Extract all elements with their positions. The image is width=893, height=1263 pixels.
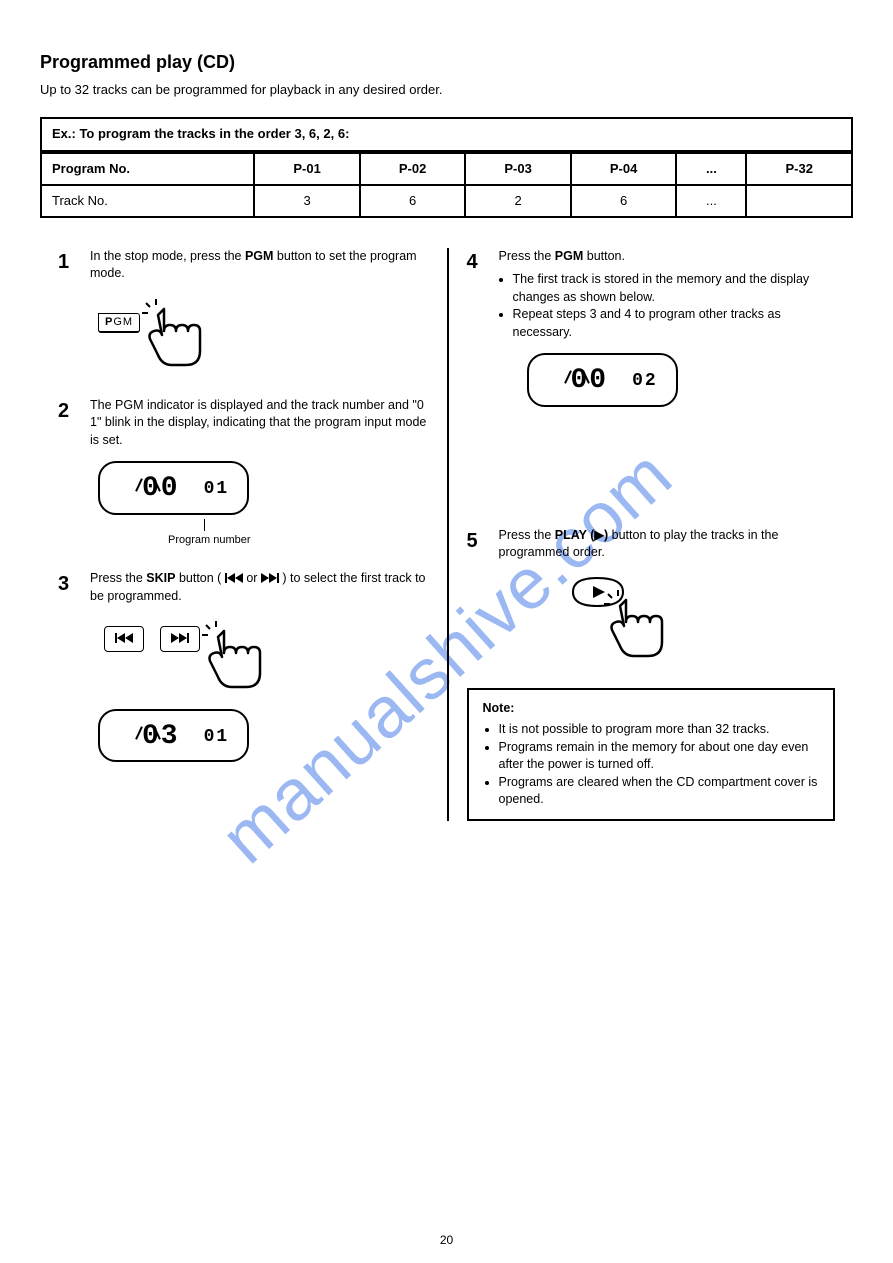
note-item: It is not possible to program more than … [499, 721, 820, 739]
figure-display-2: 03 01 [98, 709, 429, 762]
right-column: 4 Press the PGM button. The first track … [447, 248, 854, 821]
section-title: Programmed play (CD) [40, 50, 853, 75]
table-header: P-02 [360, 153, 466, 185]
bullet: The first track is stored in the memory … [513, 271, 836, 306]
pgm-button-icon: PGM [98, 313, 140, 333]
page-number: 20 [0, 1232, 893, 1249]
table-cell: 6 [360, 185, 466, 217]
left-column: 1 In the stop mode, press the PGM button… [40, 248, 447, 821]
step-number: 4 [467, 248, 489, 276]
step-5: 5 Press the PLAY (▶) button to play the … [467, 527, 836, 666]
program-table: Program No. P-01 P-02 P-03 P-04 ... P-32… [40, 152, 853, 218]
table-cell: 3 [254, 185, 360, 217]
skip-back-button-icon [104, 626, 144, 652]
step-text: In the stop mode, press the PGM button t… [90, 248, 429, 283]
step-text: Press the PLAY (▶) button to play the tr… [499, 527, 836, 562]
step-4: 4 Press the PGM button. The first track … [467, 248, 836, 407]
skip-forward-button-icon [160, 626, 200, 652]
figure-display-3: 0002 [527, 353, 836, 406]
step-number: 3 [58, 570, 80, 598]
table-cell [746, 185, 852, 217]
table-header: P-32 [746, 153, 852, 185]
step-text: Press the PGM button. The first track is… [499, 248, 836, 342]
figure-play-button [567, 574, 836, 666]
display-prog: 01 [204, 477, 230, 502]
step-number: 5 [467, 527, 489, 555]
bullet: Repeat steps 3 and 4 to program other tr… [513, 306, 836, 341]
display-caption: Program number [168, 533, 429, 548]
figure-pgm-button: PGM [98, 295, 429, 375]
table-header: ... [676, 153, 746, 185]
step-number: 2 [58, 397, 80, 425]
note-item: Programs are cleared when the CD compart… [499, 774, 820, 809]
table-header: P-03 [465, 153, 571, 185]
hand-press-icon [198, 617, 268, 697]
skip-forward-icon [261, 573, 279, 583]
figure-skip-buttons [98, 617, 429, 697]
table-cell: 2 [465, 185, 571, 217]
step-text: Press the SKIP button ( or ) to select t… [90, 570, 429, 605]
table-cell: 6 [571, 185, 677, 217]
hand-press-icon [138, 295, 208, 375]
step-number: 1 [58, 248, 80, 276]
note-item: Programs remain in the memory for about … [499, 739, 820, 774]
table-header: P-04 [571, 153, 677, 185]
skip-back-icon [225, 573, 243, 583]
note-box: Note: It is not possible to program more… [467, 688, 836, 821]
display-digits: 00 [142, 469, 180, 508]
table-header: P-01 [254, 153, 360, 185]
table-row: Track No. 3 6 2 6 ... [41, 185, 852, 217]
display-prog: 02 [632, 369, 658, 394]
table-header: Program No. [41, 153, 254, 185]
table-row: Program No. P-01 P-02 P-03 P-04 ... P-32 [41, 153, 852, 185]
table-cell: ... [676, 185, 746, 217]
display-prog: 01 [204, 725, 230, 750]
step-2: 2 The PGM indicator is displayed and the… [58, 397, 429, 548]
step-text: The PGM indicator is displayed and the t… [90, 397, 429, 450]
note-heading: Note: [483, 701, 515, 715]
display-digits: 03 [142, 717, 180, 756]
step-1: 1 In the stop mode, press the PGM button… [58, 248, 429, 375]
example-title: Ex.: To program the tracks in the order … [40, 117, 853, 151]
hand-press-icon [600, 586, 670, 666]
figure-display-1: 00 01 Program number [98, 461, 429, 548]
table-cell: Track No. [41, 185, 254, 217]
step-3: 3 Press the SKIP button ( or ) to select… [58, 570, 429, 762]
page-content: Programmed play (CD) Up to 32 tracks can… [0, 0, 893, 861]
section-subtitle: Up to 32 tracks can be programmed for pl… [40, 81, 853, 99]
